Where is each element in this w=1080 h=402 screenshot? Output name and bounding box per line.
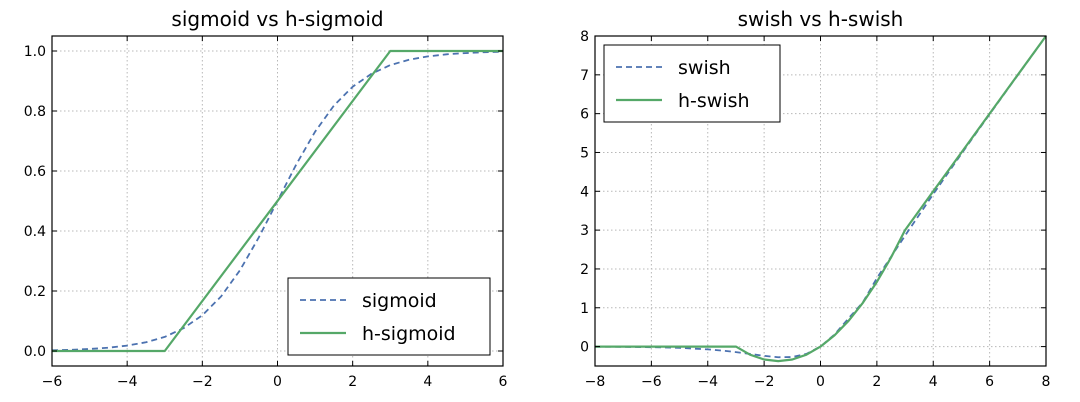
y-tick-label: 0 [580, 340, 589, 356]
x-tick-label: 0 [816, 374, 825, 390]
y-tick-label: 5 [580, 145, 589, 161]
legend: sigmoid h-sigmoid [287, 277, 491, 356]
chart-swish: −8 −6 −4 −2 0 2 4 6 8 0 1 2 3 4 5 6 7 8 swish vs h-swish sw… [580, 7, 1050, 390]
chart-title: swish vs h-swish [738, 7, 904, 31]
x-tick-label: 4 [423, 374, 432, 390]
y-tick-label: 0.4 [24, 224, 46, 240]
chart-sigmoid: −6 −4 −2 0 2 4 6 0.0 0.2 0.4 0.6 0.8 1.0 sigmoid vs h… [24, 7, 508, 390]
y-tick-label: 0.2 [24, 284, 46, 300]
x-tick-label: 4 [929, 374, 938, 390]
legend-box [603, 44, 781, 123]
y-tick-label: 0.8 [24, 104, 46, 120]
chart-title: sigmoid vs h-sigmoid [171, 7, 383, 31]
series-line-h-swish [595, 35, 1047, 363]
x-tick-label: 6 [985, 374, 994, 390]
x-tick-label: −6 [641, 374, 662, 390]
x-tick-label: 2 [348, 374, 357, 390]
legend-label: swish [678, 57, 731, 79]
legend-box [287, 277, 491, 356]
legend: swish h-swish [603, 44, 781, 123]
y-tick-label: 3 [580, 223, 589, 239]
x-tick-label: −4 [697, 374, 718, 390]
y-tick-label: 4 [580, 184, 589, 200]
legend-label: h-sigmoid [362, 323, 456, 345]
x-tick-label: 6 [499, 374, 508, 390]
y-tick-label: 1 [580, 301, 589, 317]
y-tick-label: 7 [580, 68, 589, 84]
y-tick-label: 0.6 [24, 164, 46, 180]
x-tick-label: 0 [273, 374, 282, 390]
series-line-h-sigmoid [52, 49, 503, 353]
y-tick-label: 8 [580, 29, 589, 45]
x-tick-label: −8 [585, 374, 606, 390]
x-tick-label: −6 [42, 374, 63, 390]
y-tick-label: 6 [580, 107, 589, 123]
y-tick-label: 2 [580, 262, 589, 278]
x-tick-label: 2 [872, 374, 881, 390]
y-tick-label: 0.0 [24, 344, 46, 360]
x-tick-label: −4 [117, 374, 138, 390]
x-tick-label: −2 [754, 374, 775, 390]
legend-label: h-swish [678, 90, 750, 112]
legend-label: sigmoid [362, 290, 437, 312]
x-tick-label: 8 [1042, 374, 1051, 390]
y-tick-label: 1.0 [24, 44, 46, 60]
x-tick-label: −2 [192, 374, 213, 390]
